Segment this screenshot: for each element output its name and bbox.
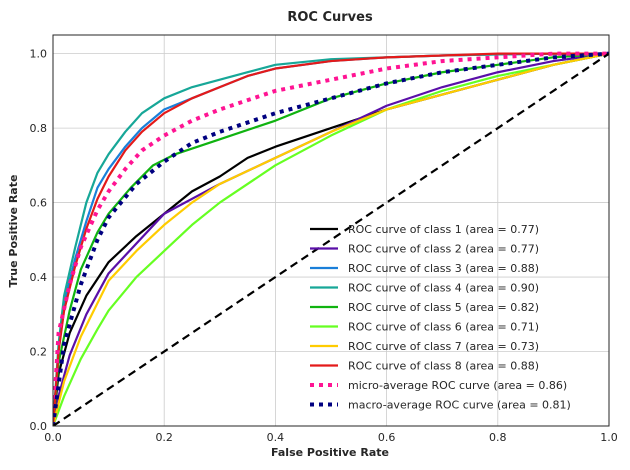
x-tick-label: 0.2: [155, 431, 173, 444]
x-tick-label: 1.0: [600, 431, 618, 444]
roc-curve-series-6: [53, 52, 609, 426]
legend-label: ROC curve of class 4 (area = 0.90): [348, 282, 539, 295]
legend-label: ROC curve of class 7 (area = 0.73): [348, 340, 539, 353]
legend-label: ROC curve of class 5 (area = 0.82): [348, 301, 539, 314]
plot-frame: [52, 34, 610, 427]
y-tick-label: 0.0: [30, 420, 48, 433]
chance-reference-line: [53, 52, 609, 426]
y-tick-label: 0.2: [30, 346, 48, 359]
legend-label: micro-average ROC curve (area = 0.86): [348, 379, 567, 392]
x-tick-label: 0.8: [489, 431, 507, 444]
x-tick-label: 0.6: [378, 431, 396, 444]
legend: ROC curve of class 1 (area = 0.77) ROC cu…: [310, 223, 571, 412]
chart-title: ROC Curves: [287, 10, 373, 25]
y-tick-label: 0.8: [30, 122, 48, 135]
curves: [53, 51, 609, 426]
x-axis-ticks: 0.0 0.2 0.4 0.6 0.8 1.0: [44, 431, 618, 444]
legend-label: ROC curve of class 8 (area = 0.88): [348, 360, 539, 373]
x-tick-label: 0.4: [267, 431, 285, 444]
y-axis-title: True Positive Rate: [7, 175, 20, 288]
y-tick-label: 0.4: [30, 271, 48, 284]
legend-label: ROC curve of class 3 (area = 0.88): [348, 262, 539, 275]
legend-label: ROC curve of class 2 (area = 0.77): [348, 243, 539, 256]
y-axis-ticks: 0.0 0.2 0.4 0.6 0.8 1.0: [30, 48, 48, 433]
legend-label: ROC curve of class 6 (area = 0.71): [348, 321, 539, 334]
x-tick-label: 0.0: [44, 431, 62, 444]
legend-label: macro-average ROC curve (area = 0.81): [348, 399, 571, 412]
roc-curve-series-10: [53, 51, 609, 426]
roc-curve-series-7: [53, 52, 609, 426]
roc-curve-series-8: [53, 52, 609, 426]
roc-curve-series-9: [53, 51, 609, 426]
legend-label: ROC curve of class 1 (area = 0.77): [348, 223, 539, 236]
x-axis-title: False Positive Rate: [271, 446, 389, 459]
y-tick-label: 1.0: [30, 48, 48, 61]
plot-area: [52, 34, 610, 427]
y-tick-label: 0.6: [30, 197, 48, 210]
